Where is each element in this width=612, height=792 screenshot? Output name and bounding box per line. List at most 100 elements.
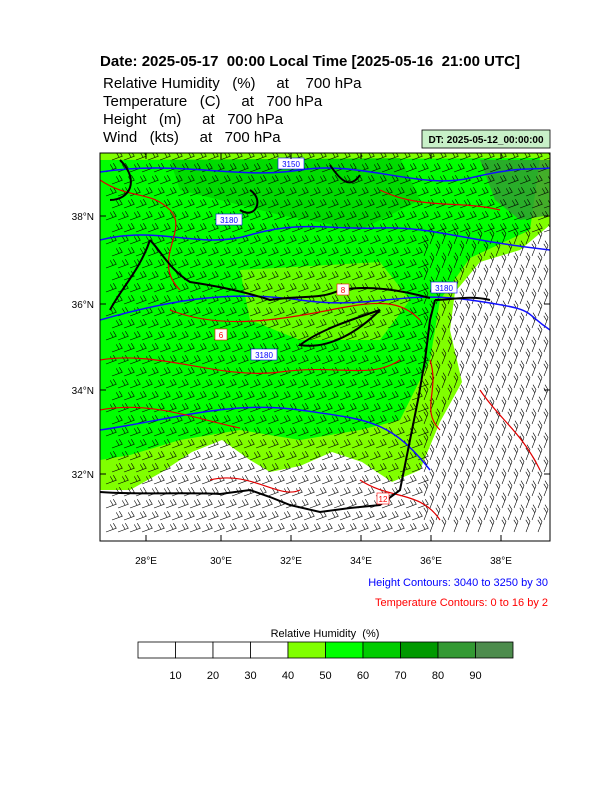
wind-barb [123, 511, 135, 521]
wind-barb [261, 283, 273, 293]
wind-barb [369, 331, 381, 341]
wind-barb [513, 492, 519, 509]
wind-barb [231, 415, 243, 425]
wind-barb [225, 283, 237, 293]
lon-label: 32°E [280, 556, 302, 567]
wind-barb [465, 468, 471, 485]
wind-barb [471, 223, 483, 233]
wind-barb [363, 463, 375, 473]
wind-barb [477, 324, 483, 341]
wind-barb [537, 187, 549, 197]
wind-barb [411, 415, 423, 425]
wind-barb [291, 439, 303, 449]
wind-barb [201, 403, 213, 413]
wind-barb [225, 259, 237, 269]
wind-barb [429, 163, 441, 173]
wind-barb [387, 439, 399, 449]
wind-barb [495, 199, 507, 209]
wind-barb [327, 391, 339, 401]
wind-barb [459, 456, 465, 473]
wind-barb [519, 336, 525, 353]
wind-barb [447, 408, 453, 425]
wind-barb [495, 175, 507, 185]
colorbar-box [137, 641, 176, 659]
wind-barb [507, 360, 513, 377]
wind-barb [273, 379, 285, 389]
wind-barb [357, 403, 369, 413]
wind-barb [489, 163, 501, 173]
wind-barb [327, 199, 339, 209]
wind-barb [195, 439, 207, 449]
wind-barb [537, 420, 543, 437]
wind-barb [297, 259, 309, 269]
wind-barb [249, 331, 261, 341]
wind-barb [333, 235, 345, 245]
wind-barb [453, 187, 465, 197]
wind-barb [441, 420, 447, 437]
wind-barb [135, 463, 147, 473]
wind-barb [435, 336, 441, 353]
wind-barb [105, 211, 117, 221]
wind-barb [285, 451, 297, 461]
wind-barb [123, 391, 135, 401]
wind-barb [147, 511, 159, 521]
wind-barb [483, 504, 489, 521]
wind-barb [525, 187, 537, 197]
wind-barb [537, 348, 543, 365]
wind-barb [201, 523, 213, 533]
wind-barb [255, 487, 267, 497]
wind-barb [213, 307, 225, 317]
wind-barb [249, 259, 261, 269]
wind-barb [183, 391, 195, 401]
wind-barb [261, 499, 273, 509]
wind-barb [435, 360, 441, 377]
wind-barb [525, 276, 531, 293]
wind-barb [417, 211, 429, 221]
wind-barb [465, 300, 471, 317]
wind-barb [309, 283, 321, 293]
wind-barb [483, 312, 489, 329]
wind-barb [471, 336, 477, 353]
wind-barb [465, 276, 471, 293]
wind-barb [111, 175, 123, 185]
colorbar-box [175, 641, 214, 659]
lat-label: 38°N [72, 212, 94, 223]
wind-barb [507, 480, 513, 497]
wind-barb [333, 427, 345, 437]
wind-barb [441, 516, 447, 533]
wind-barb [129, 427, 141, 437]
wind-barb [201, 355, 213, 365]
wind-barb [207, 415, 219, 425]
wind-barb [513, 252, 519, 269]
wind-barb [327, 175, 339, 185]
wind-barb [243, 367, 255, 377]
wind-barb [231, 247, 243, 257]
wind-barb [459, 264, 465, 281]
wind-barb [435, 432, 441, 449]
wind-barb [351, 463, 363, 473]
wind-barb [123, 247, 135, 257]
wind-barb [315, 487, 327, 497]
wind-barb [123, 415, 135, 425]
wind-barb [525, 372, 531, 389]
temperature-contours [100, 179, 541, 521]
wind-barb [339, 439, 351, 449]
wind-barb [177, 475, 189, 485]
wind-barb [303, 463, 315, 473]
wind-barb [213, 355, 225, 365]
wind-barb [339, 343, 351, 353]
field-line: Temperature (C) at 700 hPa [103, 93, 323, 110]
wind-barb [147, 271, 159, 281]
wind-barb [105, 451, 117, 461]
colorbar-label: 40 [282, 670, 294, 682]
wind-barb [189, 451, 201, 461]
wind-barb [447, 360, 453, 377]
wind-barb [465, 444, 471, 461]
wind-barb [237, 163, 249, 173]
wind-barb [303, 175, 315, 185]
wind-barb [405, 523, 417, 533]
wind-barb [321, 379, 333, 389]
wind-barb [303, 271, 315, 281]
colorbar-box [287, 641, 326, 659]
